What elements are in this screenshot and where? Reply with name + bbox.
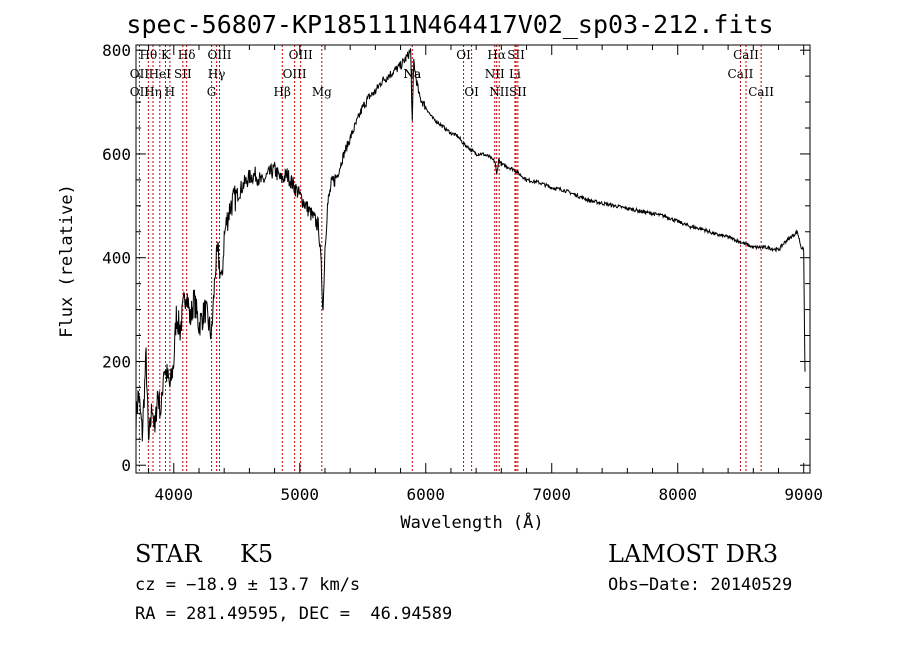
x-tick-label: 9000 xyxy=(784,485,823,504)
line-label: OII xyxy=(130,85,150,99)
obs-date: Obs−Date: 20140529 xyxy=(608,575,793,595)
y-tick-label: 400 xyxy=(102,249,131,268)
x-tick-label: 5000 xyxy=(281,485,320,504)
line-label: OII xyxy=(130,67,150,81)
line-label: Hγ xyxy=(208,67,226,81)
line-label: OIII xyxy=(207,48,231,62)
chart-title: spec-56807-KP185111N464417V02_sp03-212.f… xyxy=(126,10,774,39)
line-label: SII xyxy=(509,85,527,99)
line-label: Li xyxy=(509,67,521,81)
y-tick-label: 600 xyxy=(102,145,131,164)
line-label: CaII xyxy=(728,67,754,81)
object-class: STAR xyxy=(135,540,202,568)
line-label: Na xyxy=(403,67,421,81)
line-label: Hα xyxy=(487,48,506,62)
x-tick-label: 4000 xyxy=(155,485,194,504)
line-label: K xyxy=(161,48,171,62)
line-label: OI xyxy=(464,85,479,99)
line-label: OI xyxy=(456,48,471,62)
line-label: Hβ xyxy=(274,85,291,99)
object-subclass: K5 xyxy=(240,540,274,568)
line-label: Hδ xyxy=(178,48,196,62)
line-label: OIII xyxy=(289,48,313,62)
x-axis-label: Wavelength (Å) xyxy=(400,511,543,533)
axis-ticks: 4000 5000 6000 7000 8000 9000 0 200 400 600 800 xyxy=(102,41,823,504)
y-tick-label: 200 xyxy=(102,352,131,371)
line-label: H xyxy=(165,85,175,99)
line-label: G xyxy=(207,85,217,99)
line-label: SII xyxy=(174,67,192,81)
line-label: Na xyxy=(403,67,421,81)
y-axis-label: Flux (relative) xyxy=(57,184,77,338)
x-tick-label: 6000 xyxy=(406,485,445,504)
spectral-line-markers: OIIOIIHθHηHeIKHSIIHδGHγOIIIHβOIIIOIIIMgN… xyxy=(130,45,774,473)
coordinates: RA = 281.49595, DEC = 46.94589 xyxy=(135,604,453,624)
line-label: CaII xyxy=(748,85,774,99)
line-label: CaII xyxy=(733,48,759,62)
line-label: Hη xyxy=(144,85,162,99)
line-label: Mg xyxy=(312,85,332,99)
x-tick-label: 7000 xyxy=(532,485,571,504)
line-label: NII xyxy=(485,67,505,81)
y-tick-label: 800 xyxy=(102,41,131,60)
y-tick-label: 0 xyxy=(121,456,131,475)
redshift-cz: cz = −18.9 ± 13.7 km/s xyxy=(135,575,361,595)
spectrum-series xyxy=(135,48,806,442)
survey-name: LAMOST DR3 xyxy=(608,540,779,568)
line-label: SII xyxy=(507,48,525,62)
spectrum-line xyxy=(135,48,806,442)
x-tick-label: 8000 xyxy=(658,485,697,504)
line-label: NII xyxy=(489,85,509,99)
plot-frame xyxy=(135,44,811,474)
line-label: HeI xyxy=(149,67,172,81)
line-label: OIII xyxy=(283,67,307,81)
